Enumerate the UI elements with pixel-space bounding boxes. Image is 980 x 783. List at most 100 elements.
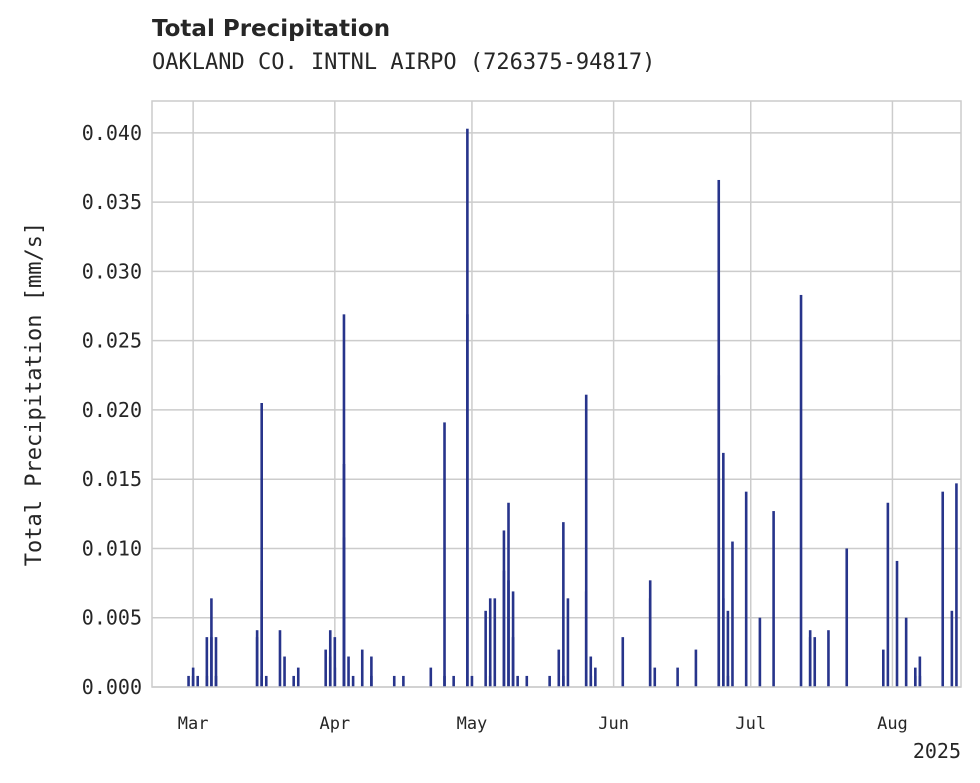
precipitation-bar bbox=[594, 667, 597, 687]
y-tick-label: 0.000 bbox=[82, 675, 142, 699]
y-tick-label: 0.015 bbox=[82, 467, 142, 491]
precipitation-bar bbox=[351, 675, 355, 687]
precipitation-bar bbox=[324, 649, 327, 687]
precipitation-bar bbox=[722, 598, 725, 687]
precipitation-bar bbox=[484, 610, 487, 687]
precipitation-bar bbox=[360, 649, 364, 687]
precipitation-bar bbox=[648, 580, 652, 687]
precipitation-bar bbox=[296, 667, 300, 687]
precipitation-bar bbox=[292, 675, 295, 687]
y-axis-label: Total Precipitation [mm/s] bbox=[22, 222, 47, 566]
x-tick-label: Jul bbox=[735, 714, 766, 734]
precipitation-bar bbox=[726, 675, 730, 687]
y-tick-label: 0.025 bbox=[82, 329, 142, 353]
precipitation-bar bbox=[370, 656, 373, 687]
precipitation-bar bbox=[214, 675, 218, 687]
precipitation-bar bbox=[808, 630, 812, 687]
precipitation-bar bbox=[210, 637, 213, 687]
bar-series bbox=[187, 128, 958, 687]
precipitation-bar bbox=[470, 675, 474, 687]
precipitation-bar bbox=[333, 637, 337, 687]
chart-title: Total Precipitation bbox=[152, 16, 391, 42]
precipitation-bar bbox=[722, 452, 725, 687]
precipitation-bar bbox=[881, 649, 885, 687]
precipitation-bar bbox=[260, 403, 263, 687]
precipitation-bar bbox=[488, 598, 492, 687]
x-axis-ticks: Mar Apr May Jun Jul Aug bbox=[178, 714, 908, 734]
precipitation-bar bbox=[255, 637, 259, 687]
precipitation-bar bbox=[429, 667, 433, 687]
precipitation-bar bbox=[562, 522, 565, 687]
precipitation-bar bbox=[333, 667, 337, 687]
y-tick-label: 0.040 bbox=[82, 121, 142, 145]
precipitation-bar bbox=[589, 675, 593, 687]
precipitation-bar bbox=[584, 591, 588, 687]
precipitation-bar bbox=[402, 675, 405, 687]
precipitation-bar bbox=[187, 675, 190, 687]
x-axis-year-label: 2025 bbox=[913, 739, 961, 763]
y-axis-ticks: 0.000 0.005 0.010 0.015 0.020 0.025 0.030 0.035… bbox=[82, 121, 142, 699]
precipitation-bar bbox=[913, 667, 917, 687]
y-tick-label: 0.010 bbox=[82, 536, 142, 560]
grid-lines bbox=[152, 101, 961, 688]
plot-frame bbox=[151, 100, 962, 688]
precipitation-bar bbox=[731, 541, 734, 687]
precipitation-bar bbox=[493, 598, 497, 687]
y-tick-label: 0.030 bbox=[82, 259, 142, 283]
precipitation-bar bbox=[557, 649, 561, 687]
precipitation-bar bbox=[845, 548, 849, 687]
precipitation-bar bbox=[904, 617, 908, 687]
precipitation-bar bbox=[726, 610, 730, 687]
precipitation-bar bbox=[214, 637, 218, 687]
precipitation-bar bbox=[347, 656, 350, 687]
precipitation-bar bbox=[525, 675, 529, 687]
precipitation-bar bbox=[621, 637, 625, 687]
x-tick-label: May bbox=[457, 714, 488, 734]
x-tick-label: Mar bbox=[178, 714, 209, 734]
precipitation-bar bbox=[196, 675, 200, 687]
precipitation-bar bbox=[918, 675, 922, 687]
precipitation-bar bbox=[466, 314, 469, 687]
precipitation-bar bbox=[205, 637, 209, 687]
precipitation-bar bbox=[516, 675, 519, 687]
precipitation-bar bbox=[941, 491, 945, 687]
precipitation-bar bbox=[205, 675, 209, 687]
precipitation-bar bbox=[950, 610, 954, 687]
precipitation-bar bbox=[283, 656, 286, 687]
precipitation-bar bbox=[813, 637, 817, 687]
precipitation-bar bbox=[264, 675, 268, 687]
precipitation-bar bbox=[918, 656, 922, 687]
x-tick-label: Aug bbox=[877, 714, 908, 734]
precipitation-bar bbox=[895, 560, 899, 687]
x-tick-label: Jun bbox=[598, 714, 629, 734]
precipitation-bar bbox=[443, 422, 446, 687]
precipitation-bar bbox=[886, 502, 890, 687]
y-tick-label: 0.020 bbox=[82, 398, 142, 422]
precipitation-bar bbox=[548, 675, 551, 687]
precipitation-bar bbox=[191, 675, 195, 687]
precipitation-bar bbox=[694, 649, 698, 687]
precipitation-bar bbox=[328, 630, 332, 687]
precipitation-bar bbox=[827, 630, 830, 687]
precipitation-bar bbox=[589, 656, 593, 687]
y-tick-label: 0.005 bbox=[82, 606, 142, 630]
precipitation-bar bbox=[502, 530, 506, 687]
x-tick-label: Apr bbox=[319, 714, 350, 734]
precipitation-bar bbox=[566, 598, 570, 687]
precipitation-bar bbox=[507, 580, 510, 687]
precipitation-bar bbox=[653, 667, 657, 687]
precipitation-bar bbox=[452, 675, 455, 687]
precipitation-bar bbox=[278, 630, 282, 687]
precipitation-bar bbox=[260, 675, 263, 687]
chart-subtitle: OAKLAND CO. INTNL AIRPO (726375-94817) bbox=[152, 50, 656, 75]
precipitation-bar bbox=[584, 394, 588, 687]
precipitation-bar bbox=[758, 617, 762, 687]
precipitation-bar bbox=[342, 314, 346, 687]
precipitation-bar bbox=[772, 511, 775, 687]
precipitation-bar bbox=[717, 179, 721, 687]
precipitation-bar bbox=[392, 675, 396, 687]
y-tick-label: 0.035 bbox=[82, 190, 142, 214]
precipitation-bar bbox=[511, 637, 515, 687]
precipitation-bar bbox=[676, 667, 679, 687]
